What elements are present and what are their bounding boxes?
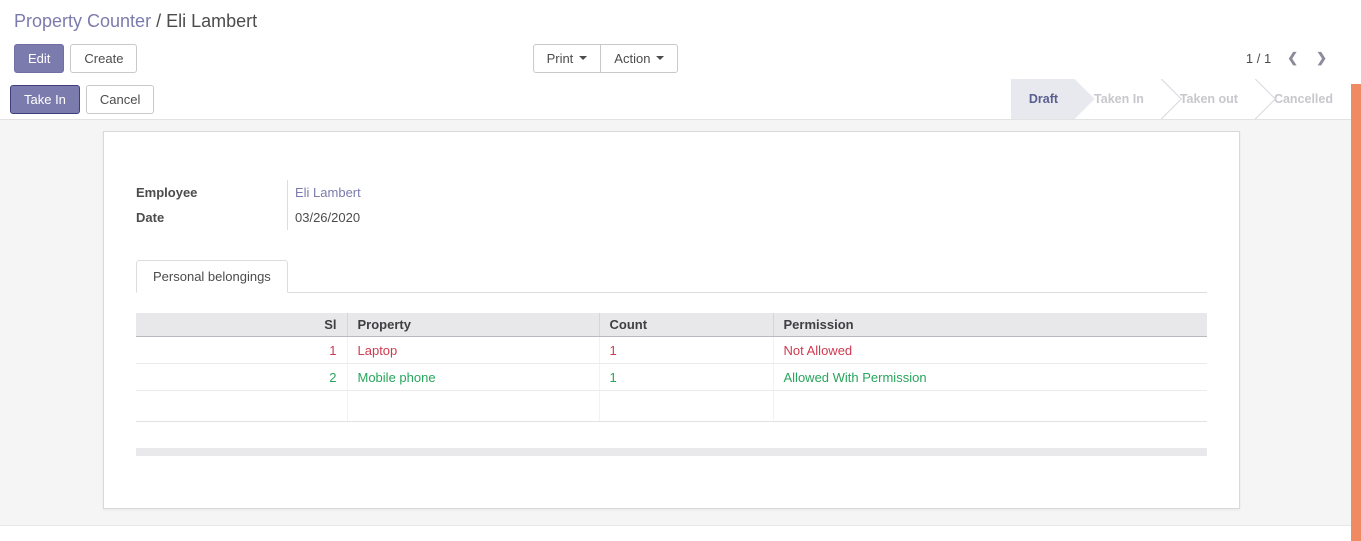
cell-permission: Allowed With Permission xyxy=(773,363,1207,391)
form-sheet: Employee Eli Lambert Date 03/26/2020 Per… xyxy=(103,131,1240,509)
field-group: Employee Eli Lambert Date 03/26/2020 xyxy=(136,180,696,230)
cp-center-buttons: Print Action xyxy=(532,43,679,73)
cell-count: 1 xyxy=(599,363,774,391)
action-label: Action xyxy=(614,50,651,66)
table-horizontal-scrollbar[interactable] xyxy=(136,448,1207,456)
print-dropdown-button[interactable]: Print xyxy=(532,43,602,73)
statusbar-buttons: Take In Cancel xyxy=(0,79,155,119)
control-panel-buttons-row: Edit Create Print Action 1 / 1 ❮ ❯ xyxy=(14,43,1347,73)
take-in-button[interactable]: Take In xyxy=(10,84,80,114)
action-dropdown-button[interactable]: Action xyxy=(600,43,679,73)
control-panel: Property Counter / Eli Lambert Edit Crea… xyxy=(0,0,1361,79)
cell-permission: Not Allowed xyxy=(773,336,1207,364)
pager-next-icon[interactable]: ❯ xyxy=(1316,50,1327,65)
create-button[interactable]: Create xyxy=(70,43,138,73)
status-step-taken-in[interactable]: Taken In xyxy=(1076,79,1162,119)
status-step-draft[interactable]: Draft xyxy=(1010,79,1077,119)
column-header-sl[interactable]: Sl xyxy=(136,313,348,337)
table-row[interactable]: 2 Mobile phone 1 Allowed With Permission xyxy=(136,363,1207,391)
tab-personal-belongings[interactable]: Personal belongings xyxy=(136,260,288,293)
date-field-label: Date xyxy=(136,210,165,225)
belongings-table: Sl Property Count Permission 1 Laptop 1 … xyxy=(136,313,1207,422)
print-label: Print xyxy=(546,50,574,66)
table-row[interactable]: 1 Laptop 1 Not Allowed xyxy=(136,336,1207,364)
pager: 1 / 1 ❮ ❯ xyxy=(1246,50,1347,66)
status-pipeline: Draft Taken In Taken out Cancelled xyxy=(1010,79,1351,119)
date-field-value: 03/26/2020 xyxy=(287,205,696,230)
vertical-scrollbar-thumb[interactable] xyxy=(1351,84,1361,541)
column-header-permission[interactable]: Permission xyxy=(773,313,1207,337)
cancel-button[interactable]: Cancel xyxy=(85,84,155,114)
column-header-property[interactable]: Property xyxy=(347,313,600,337)
table-header-row: Sl Property Count Permission xyxy=(136,313,1207,337)
employee-field-value[interactable]: Eli Lambert xyxy=(287,180,696,205)
breadcrumb-current: Eli Lambert xyxy=(166,11,258,31)
cell-sl: 1 xyxy=(136,336,348,364)
chevron-down-icon xyxy=(656,56,665,60)
employee-field-label: Employee xyxy=(136,185,198,200)
status-step-cancelled[interactable]: Cancelled xyxy=(1273,92,1333,106)
table-empty-row[interactable] xyxy=(136,390,1207,422)
pager-previous-icon[interactable]: ❮ xyxy=(1287,50,1299,65)
tab-bar: Personal belongings xyxy=(136,260,1207,293)
column-header-count[interactable]: Count xyxy=(599,313,774,337)
notebook: Personal belongings Sl Property Count Pe… xyxy=(136,260,1207,456)
cp-left-buttons: Edit Create xyxy=(14,43,138,73)
cell-property: Laptop xyxy=(347,336,600,364)
form-view-background: Employee Eli Lambert Date 03/26/2020 Per… xyxy=(0,120,1361,525)
chevron-down-icon xyxy=(579,56,588,60)
page-footer-strip xyxy=(0,525,1361,541)
statusbar: Take In Cancel Draft Taken In Taken out … xyxy=(0,79,1361,120)
breadcrumb-parent-link[interactable]: Property Counter xyxy=(14,11,152,31)
status-step-taken-out[interactable]: Taken out xyxy=(1162,79,1256,119)
cell-count: 1 xyxy=(599,336,774,364)
breadcrumb: Property Counter / Eli Lambert xyxy=(14,10,1347,32)
cell-sl: 2 xyxy=(136,363,348,391)
breadcrumb-separator: / xyxy=(156,11,162,31)
pager-value: 1 / 1 xyxy=(1245,50,1272,66)
cell-property: Mobile phone xyxy=(347,363,600,391)
edit-button[interactable]: Edit xyxy=(14,43,65,73)
